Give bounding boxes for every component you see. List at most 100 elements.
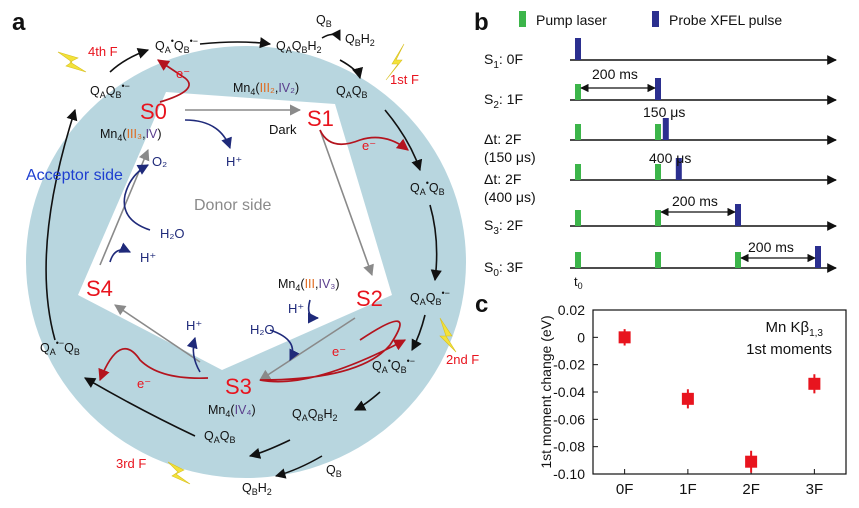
- timing-row-label: S3: 2F: [484, 217, 523, 237]
- pump-pulse: [655, 124, 661, 140]
- proton-label: H⁺: [186, 318, 202, 333]
- panel-label-a: a: [12, 9, 26, 36]
- donor-side-label: Donor side: [194, 197, 271, 214]
- dark-label: Dark: [269, 122, 297, 137]
- state-s1: S1: [307, 106, 334, 131]
- state-s4: S4: [86, 276, 113, 301]
- lightning-icon: [167, 461, 191, 485]
- pump-pulse: [575, 124, 581, 140]
- timing-row-label: S1: 0F: [484, 51, 523, 71]
- y-tick-label: 0: [577, 329, 585, 345]
- electron-label: e⁻: [332, 344, 346, 359]
- lightning-icon: [57, 51, 87, 73]
- lightning-icon: [385, 43, 405, 81]
- state-s0: S0: [140, 99, 167, 124]
- y-tick-label: 0.02: [558, 302, 585, 318]
- y-tick-label: -0.02: [553, 357, 585, 373]
- proton-label: H⁺: [288, 301, 304, 316]
- probe-legend-label: Probe XFEL pulse: [669, 12, 782, 28]
- proton-water-arrows: [109, 119, 320, 373]
- quinone-state: QAQBH2: [292, 407, 338, 423]
- panel-label-b: b: [474, 9, 489, 36]
- pump-pulse: [575, 164, 581, 180]
- quinone-state: QA•QB•−: [155, 36, 198, 55]
- electron-transfer-arrows: [98, 59, 409, 383]
- timing-legend: Pump laser Probe XFEL pulse: [519, 11, 782, 28]
- probe-pulse: [575, 38, 581, 60]
- water-label: H₂O: [250, 322, 275, 337]
- pump-pulse: [735, 252, 741, 268]
- state-s3: S3: [225, 374, 252, 399]
- flash-label-3: 3rd F: [116, 456, 146, 471]
- interval-label: 400 μs: [649, 150, 691, 166]
- flash-label-2: 2nd F: [446, 352, 479, 367]
- timing-row-label: S0: 3F: [484, 259, 523, 279]
- pump-pulse: [655, 164, 661, 180]
- flash-label-1: 1st F: [390, 72, 419, 87]
- data-point: [808, 377, 821, 390]
- timing-row-label: Δt: 2F: [484, 171, 521, 187]
- quinone-state: QBH2: [242, 481, 272, 497]
- x-tick-label: 3F: [806, 481, 824, 498]
- mn-s2-label: Mn4(III,IV₃): [278, 277, 340, 293]
- state-s2: S2: [356, 286, 383, 311]
- timing-row-sublabel: (400 μs): [484, 189, 536, 205]
- probe-pulse: [655, 78, 661, 100]
- timing-row-sublabel: (150 μs): [484, 149, 536, 165]
- moment-chart: 0.02 0 -0.02 -0.04 -0.06 -0.08 -0.10 0F 1F 2F 3F 1s…: [538, 302, 847, 498]
- pump-pulse: [575, 84, 581, 100]
- timing-row-label: S2: 1F: [484, 91, 523, 111]
- data-point: [618, 331, 631, 344]
- pump-pulse: [655, 210, 661, 226]
- pump-pulse: [575, 252, 581, 268]
- water-label: H₂O: [160, 226, 185, 241]
- donor-pentagon: [78, 92, 392, 370]
- x-tick-label: 0F: [616, 481, 634, 498]
- data-point: [681, 392, 694, 405]
- mn-s0-label: Mn4(III₃,IV): [100, 127, 162, 143]
- y-tick-label: -0.10: [553, 466, 585, 482]
- interval-label: 200 ms: [748, 239, 794, 255]
- quinone-state: QAQBH2: [276, 39, 322, 55]
- quinone-exchange-arrows: [274, 29, 341, 479]
- data-point: [745, 455, 758, 468]
- legend-line-1: Mn Kβ1,3: [765, 319, 823, 339]
- t0-label: t0: [574, 274, 583, 291]
- flash-label-4: 4th F: [88, 44, 118, 59]
- interval-label: 150 μs: [643, 104, 685, 120]
- probe-legend-swatch: [652, 11, 659, 27]
- proton-label: H⁺: [140, 250, 156, 265]
- oxygen-label: O₂: [152, 154, 167, 169]
- lightning-icon: [439, 317, 457, 353]
- pump-pulse: [575, 210, 581, 226]
- acceptor-side-label: Acceptor side: [26, 167, 123, 184]
- probe-pulse: [675, 158, 682, 180]
- probe-pulse: [662, 118, 669, 140]
- y-tick-label: -0.08: [553, 439, 585, 455]
- proton-label: H⁺: [226, 154, 242, 169]
- pump-legend-label: Pump laser: [536, 12, 607, 28]
- acceptor-cycle-arrows: [45, 37, 442, 459]
- x-tick-label: 2F: [742, 481, 760, 498]
- interval-label: 200 ms: [672, 193, 718, 209]
- quinone-state: QBH2: [345, 32, 375, 48]
- mn-s1-label: Mn4(III₂,IV₂): [233, 81, 299, 97]
- quinone-state: QB: [316, 13, 332, 29]
- legend-line-2: 1st moments: [746, 341, 832, 358]
- electron-label: e⁻: [137, 376, 151, 391]
- timing-rows: S1: 0F S2: 1F Δt: 2F (150 μs) Δt: 2F (400 μs)…: [484, 38, 837, 291]
- y-axis-label: 1st moment change (eV): [538, 315, 554, 468]
- pump-legend-swatch: [519, 11, 526, 27]
- quinone-state: QAQB: [336, 84, 368, 100]
- probe-pulse: [735, 204, 741, 226]
- probe-pulse: [815, 246, 821, 268]
- timing-row-label: Δt: 2F: [484, 131, 521, 147]
- flash-bolts: [57, 43, 457, 485]
- y-tick-label: -0.04: [553, 384, 585, 400]
- electron-label: e⁻: [176, 66, 190, 81]
- quinone-state: QA•QB: [410, 178, 445, 197]
- pump-pulse: [655, 252, 661, 268]
- mn-s3-label: Mn4(IV₄): [208, 403, 256, 419]
- panel-label-c: c: [475, 291, 488, 318]
